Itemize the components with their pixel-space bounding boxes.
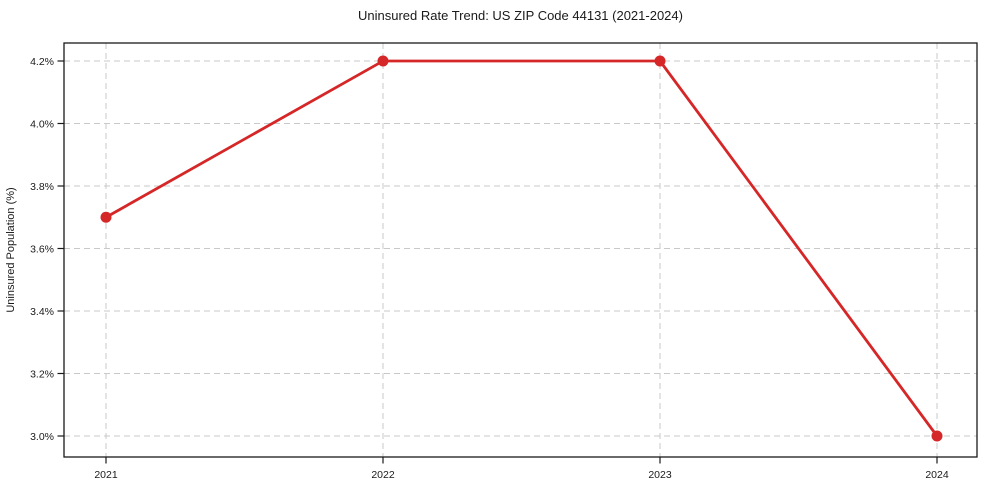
data-point-marker [654, 55, 666, 67]
data-point-marker [377, 55, 389, 67]
y-tick-label: 3.0% [30, 431, 54, 443]
plot-border [63, 42, 978, 458]
chart-title: Uninsured Rate Trend: US ZIP Code 44131 … [358, 8, 683, 23]
data-point-marker [931, 430, 943, 442]
x-tick-label: 2021 [94, 469, 118, 481]
y-tick-label: 4.2% [30, 56, 54, 68]
x-tick-label: 2023 [648, 469, 672, 481]
y-tick-label: 4.0% [30, 118, 54, 130]
y-tick-label: 3.6% [30, 243, 54, 255]
y-tick-label: 3.4% [30, 306, 54, 318]
x-tick-label: 2022 [371, 469, 395, 481]
trend-line [104, 59, 939, 438]
y-tick-label: 3.8% [30, 181, 54, 193]
data-series [100, 55, 943, 442]
x-tick-label: 2024 [925, 469, 949, 481]
axes: 3.0% 3.2% 3.4% 3.6% 3.8% 4.0% 4.2% 2021 2022 2023… [30, 56, 949, 481]
data-point-marker [100, 211, 112, 223]
y-axis-label: Uninsured Population (%) [5, 187, 17, 312]
y-tick-label: 3.2% [30, 368, 54, 380]
gridlines [64, 43, 977, 457]
